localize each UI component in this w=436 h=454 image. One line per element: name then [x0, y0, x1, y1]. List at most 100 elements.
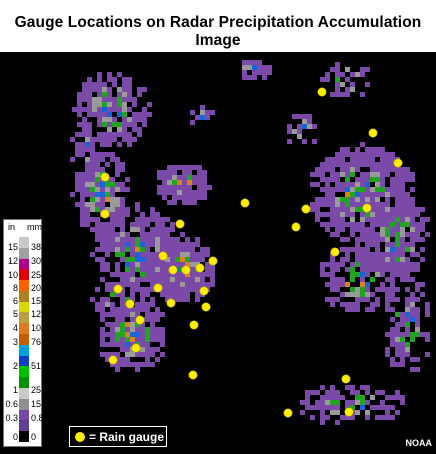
precip-cell	[170, 227, 175, 232]
precip-cell	[100, 277, 105, 282]
precip-cell	[95, 217, 100, 222]
precip-cell	[365, 192, 370, 197]
precip-cell	[252, 60, 257, 65]
precip-cell	[425, 232, 430, 237]
precip-cell	[125, 297, 130, 302]
precip-cell	[140, 257, 145, 262]
precip-cell	[140, 247, 145, 252]
precip-cell	[125, 262, 130, 267]
precip-cell	[395, 390, 400, 395]
precip-cell	[340, 147, 345, 152]
precip-cell	[127, 82, 132, 87]
scale-tick-inches: 0	[12, 432, 18, 442]
precip-cell	[330, 410, 335, 415]
rain-gauge-marker	[100, 209, 110, 219]
precip-cell	[107, 72, 112, 77]
precip-cell	[207, 185, 212, 190]
precip-cell	[185, 237, 190, 242]
precip-cell	[97, 82, 102, 87]
precip-cell	[340, 152, 345, 157]
precip-cell	[145, 242, 150, 247]
precip-cell	[360, 92, 365, 97]
precip-cell	[160, 262, 165, 267]
precip-cell	[177, 165, 182, 170]
precip-cell	[335, 277, 340, 282]
precip-cell	[330, 297, 335, 302]
scale-tick-mm: 25	[31, 385, 42, 395]
precip-cell	[95, 207, 100, 212]
precip-cell	[345, 302, 350, 307]
precip-cell	[107, 142, 112, 147]
precip-cell	[87, 107, 92, 112]
precip-cell	[330, 405, 335, 410]
precip-cell	[400, 262, 405, 267]
precip-cell	[190, 110, 195, 115]
precip-cell	[307, 124, 312, 129]
precip-cell	[165, 232, 170, 237]
precip-cell	[200, 282, 205, 287]
precip-cell	[125, 312, 130, 317]
precip-cell	[360, 192, 365, 197]
precip-cell	[110, 177, 115, 182]
precip-cell	[375, 405, 380, 410]
precip-cell	[380, 172, 385, 177]
precip-cell	[390, 337, 395, 342]
precip-cell	[400, 172, 405, 177]
precip-cell	[345, 67, 350, 72]
precip-cell	[410, 212, 415, 217]
precip-cell	[120, 362, 125, 367]
precip-cell	[325, 415, 330, 420]
precip-cell	[122, 97, 127, 102]
precip-cell	[310, 172, 315, 177]
precip-cell	[325, 157, 330, 162]
precip-cell	[95, 232, 100, 237]
precip-cell	[160, 227, 165, 232]
precip-cell	[390, 332, 395, 337]
precip-cell	[262, 75, 267, 80]
precip-cell	[305, 400, 310, 405]
precip-cell	[375, 177, 380, 182]
precip-cell	[195, 287, 200, 292]
precip-cell	[145, 362, 150, 367]
precip-cell	[107, 92, 112, 97]
precip-cell	[355, 242, 360, 247]
precip-cell	[380, 267, 385, 272]
precip-cell	[345, 267, 350, 272]
precip-cell	[350, 182, 355, 187]
precip-cell	[340, 237, 345, 242]
precip-cell	[205, 282, 210, 287]
precip-cell	[140, 277, 145, 282]
precip-cell	[365, 282, 370, 287]
rain-gauge-marker	[166, 298, 176, 308]
precip-cell	[400, 400, 405, 405]
precip-cell	[405, 287, 410, 292]
precip-cell	[100, 352, 105, 357]
precip-cell	[135, 322, 140, 327]
precip-cell	[80, 142, 85, 147]
precip-cell	[140, 362, 145, 367]
precip-cell	[117, 92, 122, 97]
precip-cell	[90, 172, 95, 177]
precip-cell	[307, 114, 312, 119]
precip-cell	[330, 197, 335, 202]
precip-cell	[210, 110, 215, 115]
precip-cell	[340, 167, 345, 172]
precip-cell	[175, 277, 180, 282]
precip-cell	[360, 72, 365, 77]
precip-cell	[340, 162, 345, 167]
precip-cell	[140, 227, 145, 232]
precip-cell	[120, 292, 125, 297]
precip-cell	[380, 415, 385, 420]
precip-cell	[315, 202, 320, 207]
precip-cell	[172, 180, 177, 185]
precip-cell	[420, 292, 425, 297]
precip-cell	[370, 207, 375, 212]
scale-band	[19, 398, 29, 410]
precip-cell	[75, 182, 80, 187]
precip-cell	[80, 222, 85, 227]
scale-tick-inches: 10	[7, 270, 18, 280]
precip-cell	[320, 410, 325, 415]
precip-cell	[95, 137, 100, 142]
precip-cell	[105, 182, 110, 187]
precip-cell	[315, 167, 320, 172]
